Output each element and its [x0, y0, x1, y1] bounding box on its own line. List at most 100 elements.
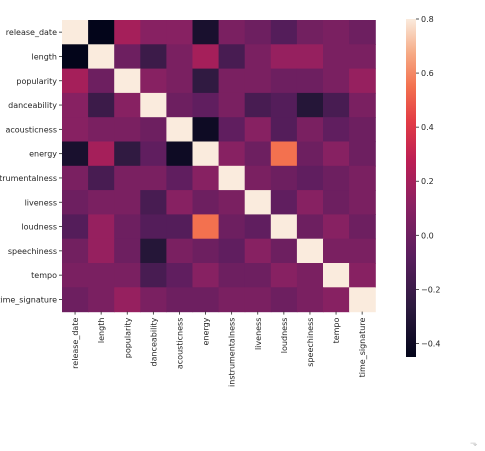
heatmap-cell-instrumentalness-tempo — [323, 165, 350, 191]
heatmap-cell-popularity-popularity — [114, 68, 141, 94]
heatmap-cell-speechiness-time_signature — [349, 238, 376, 264]
heatmap-cell-popularity-length — [88, 68, 115, 94]
heatmap-cell-danceability-energy — [192, 92, 220, 118]
heatmap-cell-popularity-loudness — [270, 68, 298, 94]
heatmap-cell-time_signature-speechiness — [296, 287, 324, 313]
heatmap-cell-length-tempo — [323, 44, 350, 70]
heatmap-cell-liveness-release_date — [62, 190, 89, 215]
heatmap-cell-time_signature-time_signature — [349, 287, 376, 313]
heatmap-cell-length-energy — [192, 44, 220, 70]
colorbar-tick-label: 0.8 — [421, 15, 434, 24]
heatmap-cell-speechiness-release_date — [62, 238, 89, 264]
heatmap-cell-time_signature-danceability — [140, 287, 167, 313]
heatmap-cell-instrumentalness-release_date — [62, 165, 89, 191]
heatmap-cell-instrumentalness-length — [88, 165, 115, 191]
heatmap-cell-liveness-energy — [192, 190, 220, 215]
heatmap-cell-tempo-danceability — [140, 263, 167, 288]
x-tick-label: liveness — [254, 318, 263, 350]
heatmap-cell-length-loudness — [270, 44, 298, 70]
heatmap-cell-popularity-release_date — [62, 68, 89, 94]
heatmap-cell-acousticness-tempo — [323, 117, 350, 143]
heatmap-cell-danceability-tempo — [323, 92, 350, 118]
heatmap-cell-liveness-acousticness — [166, 190, 194, 215]
x-tick-label: danceability — [149, 317, 158, 366]
heatmap-cell-loudness-length — [88, 214, 115, 240]
heatmap-cell-energy-length — [88, 141, 115, 167]
heatmap-cell-energy-instrumentalness — [218, 141, 246, 167]
heatmap-cell-length-release_date — [62, 44, 89, 70]
heatmap-cell-time_signature-tempo — [323, 287, 350, 313]
heatmap-cell-instrumentalness-time_signature — [349, 165, 376, 191]
heatmap-cell-time_signature-liveness — [244, 287, 272, 313]
heatmap-cell-tempo-popularity — [114, 263, 141, 288]
heatmap-cell-liveness-loudness — [270, 190, 298, 215]
y-tick-label: instrumentalness — [0, 174, 57, 183]
heatmap-cell-liveness-instrumentalness — [218, 190, 246, 215]
heatmap-cell-speechiness-energy — [192, 238, 220, 264]
heatmap-cell-instrumentalness-speechiness — [296, 165, 324, 191]
heatmap-cell-release_date-instrumentalness — [218, 20, 246, 45]
colorbar: 0.8 0.6 0.4 0.2 0.0 −0.2 −0.4 — [406, 15, 440, 357]
heatmap-cell-acousticness-release_date — [62, 117, 89, 143]
heatmap-cell-popularity-speechiness — [296, 68, 324, 94]
heatmap-cell-tempo-tempo — [323, 263, 350, 288]
heatmap-cell-length-danceability — [140, 44, 167, 70]
heatmap-cell-time_signature-loudness — [270, 287, 298, 313]
heatmap-cell-speechiness-danceability — [140, 238, 167, 264]
y-tick-label: loudness — [21, 223, 57, 232]
heatmap-cell-tempo-liveness — [244, 263, 272, 288]
y-tick-label: length — [32, 52, 58, 61]
heatmap-cell-tempo-energy — [192, 263, 220, 288]
heatmap-cell-instrumentalness-liveness — [244, 165, 272, 191]
heatmap-cell-length-instrumentalness — [218, 44, 246, 70]
heatmap-cell-loudness-liveness — [244, 214, 272, 240]
heatmap-cell-energy-loudness — [270, 141, 298, 167]
heatmap-cell-loudness-instrumentalness — [218, 214, 246, 240]
y-tick-label: danceability — [8, 101, 57, 110]
heatmap-cell-liveness-tempo — [323, 190, 350, 215]
y-tick-label: time_signature — [0, 295, 57, 304]
y-tick-label: speechiness — [8, 247, 57, 256]
heatmap-cell-length-length — [88, 44, 115, 70]
heatmap-cell-release_date-length — [88, 20, 115, 45]
heatmap-cell-acousticness-energy — [192, 117, 220, 143]
heatmap-cell-length-liveness — [244, 44, 272, 70]
heatmap-cell-liveness-speechiness — [296, 190, 324, 215]
heatmap-cell-loudness-release_date — [62, 214, 89, 240]
heatmap-cell-popularity-time_signature — [349, 68, 376, 94]
heatmap-cell-tempo-length — [88, 263, 115, 288]
heatmap-cell-speechiness-instrumentalness — [218, 238, 246, 264]
heatmap-cell-acousticness-liveness — [244, 117, 272, 143]
heatmap-cell-danceability-speechiness — [296, 92, 324, 118]
heatmap-cell-danceability-danceability — [140, 92, 167, 118]
heatmap-cell-popularity-liveness — [244, 68, 272, 94]
colorbar-gradient — [406, 19, 416, 357]
heatmap-cell-time_signature-release_date — [62, 287, 89, 313]
heatmap-cell-energy-popularity — [114, 141, 141, 167]
heatmap-cell-energy-acousticness — [166, 141, 194, 167]
heatmap-cell-speechiness-length — [88, 238, 115, 264]
heatmap-cell-release_date-release_date — [62, 20, 89, 45]
y-tick-label: liveness — [25, 198, 57, 207]
heatmap-cell-energy-speechiness — [296, 141, 324, 167]
heatmap-cell-loudness-acousticness — [166, 214, 194, 240]
heatmap-cells — [62, 20, 376, 313]
heatmap-cell-instrumentalness-danceability — [140, 165, 167, 191]
heatmap-cell-instrumentalness-popularity — [114, 165, 141, 191]
resize-handle-icon[interactable]: ⬎ — [470, 439, 478, 449]
heatmap-cell-liveness-popularity — [114, 190, 141, 215]
heatmap-cell-tempo-time_signature — [349, 263, 376, 288]
heatmap-cell-danceability-acousticness — [166, 92, 194, 118]
heatmap-cell-popularity-danceability — [140, 68, 167, 94]
heatmap-cell-loudness-energy — [192, 214, 220, 240]
heatmap-cell-loudness-popularity — [114, 214, 141, 240]
heatmap-cell-time_signature-energy — [192, 287, 220, 313]
heatmap-cell-speechiness-popularity — [114, 238, 141, 264]
heatmap-cell-tempo-instrumentalness — [218, 263, 246, 288]
heatmap-cell-speechiness-tempo — [323, 238, 350, 264]
heatmap-cell-speechiness-speechiness — [296, 238, 324, 264]
heatmap-cell-time_signature-popularity — [114, 287, 141, 313]
heatmap-cell-acousticness-instrumentalness — [218, 117, 246, 143]
x-tick-label: length — [97, 318, 106, 344]
